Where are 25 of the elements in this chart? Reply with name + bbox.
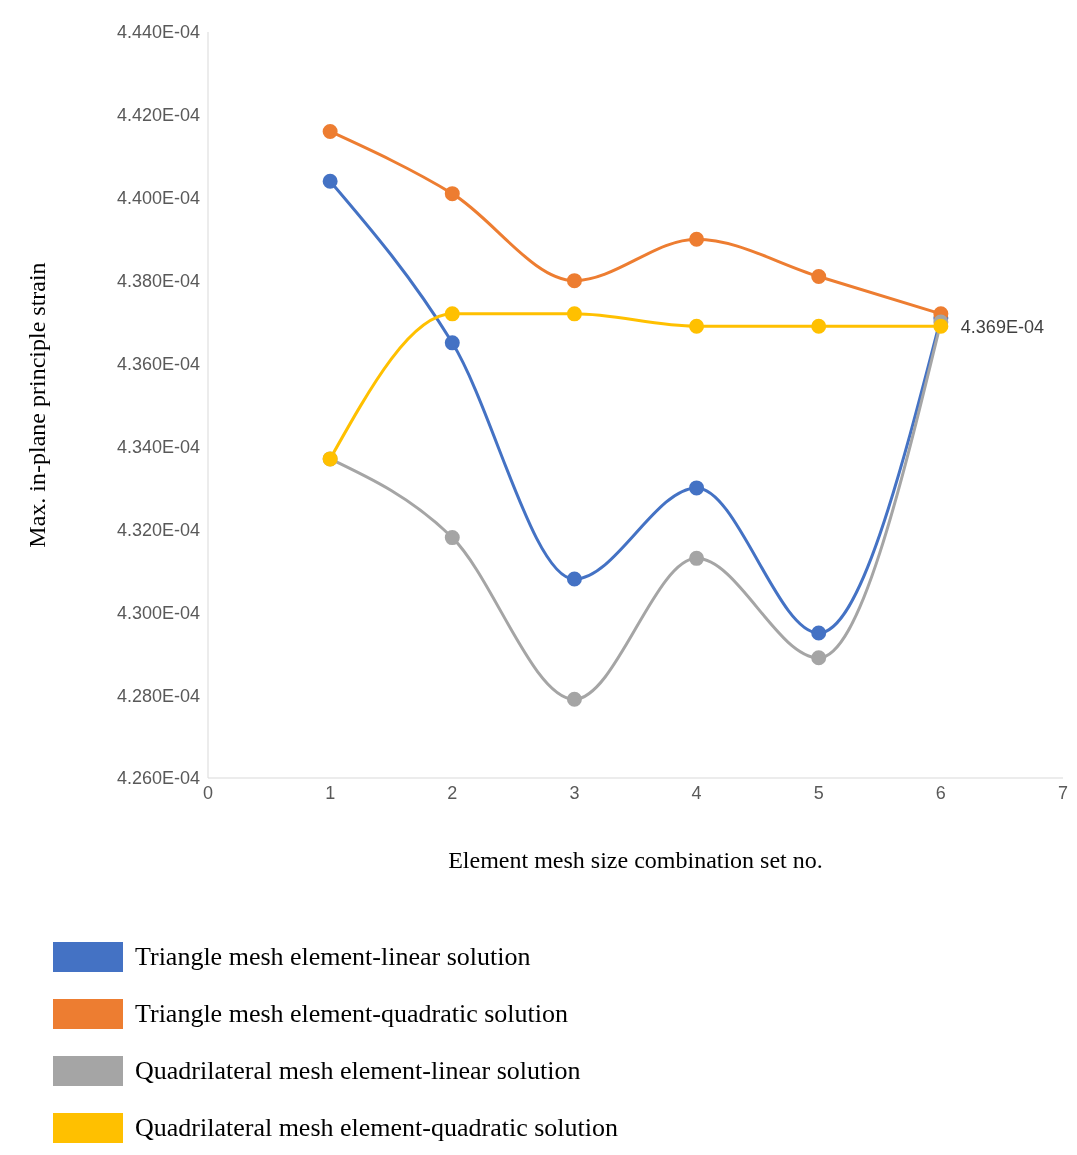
y-tick-label: 4.340E-04 bbox=[116, 436, 200, 457]
y-tick-label: 4.400E-04 bbox=[116, 188, 200, 209]
y-tick-label: 4.260E-04 bbox=[116, 768, 200, 789]
x-tick-label: 6 bbox=[935, 782, 946, 803]
x-tick-label: 5 bbox=[813, 782, 824, 803]
y-tick-label: 4.440E-04 bbox=[116, 22, 200, 43]
legend-label: Quadrilateral mesh element-linear solution bbox=[135, 1055, 581, 1086]
y-tick-label: 4.360E-04 bbox=[116, 353, 200, 374]
y-tick-label: 4.280E-04 bbox=[116, 685, 200, 706]
y-tick-label: 4.320E-04 bbox=[116, 519, 200, 540]
x-tick-label: 2 bbox=[447, 782, 458, 803]
x-tick-label: 0 bbox=[202, 782, 214, 803]
y-tick-label: 4.380E-04 bbox=[116, 271, 200, 292]
y-tick-label: 4.420E-04 bbox=[116, 105, 200, 126]
legend-label: Triangle mesh element-quadratic solution bbox=[135, 998, 568, 1029]
legend-label: Triangle mesh element-linear solution bbox=[135, 941, 531, 972]
x-tick-label: 3 bbox=[569, 782, 580, 803]
x-tick-label: 7 bbox=[1057, 782, 1069, 803]
x-axis-title: Element mesh size combination set no. bbox=[448, 847, 823, 873]
y-axis-title: Max. in-plane principle strain bbox=[23, 262, 50, 548]
legend-label: Quadrilateral mesh element-quadratic solution bbox=[135, 1112, 618, 1143]
x-tick-label: 4 bbox=[691, 782, 702, 803]
x-tick-label: 1 bbox=[325, 782, 336, 803]
y-tick-label: 4.300E-04 bbox=[116, 602, 200, 623]
data-label: 4.369E-04 bbox=[960, 317, 1044, 338]
